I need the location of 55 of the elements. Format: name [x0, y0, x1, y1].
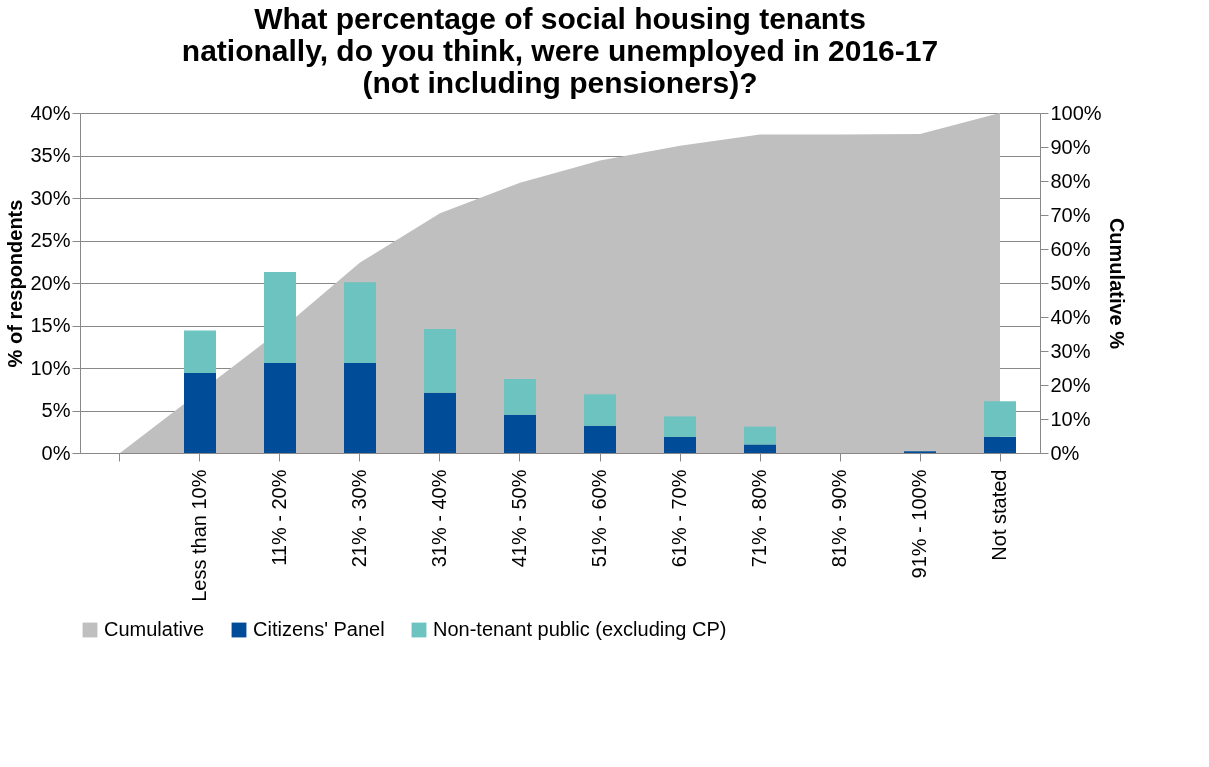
bar — [184, 330, 216, 374]
y2-tick-label: 10% — [1050, 407, 1091, 430]
bar — [744, 444, 776, 453]
legend-label: Citizens' Panel — [253, 618, 385, 640]
legend-label: Cumulative — [104, 618, 205, 640]
bar — [344, 282, 376, 363]
y-tick-label: 30% — [30, 186, 71, 209]
bar — [424, 328, 456, 393]
y-tick-label: 15% — [30, 314, 71, 336]
y2-tick-label: 30% — [1050, 339, 1091, 362]
legend-label: Non-tenant public (excluding CP) — [433, 618, 727, 640]
bar — [664, 416, 696, 437]
y2-tick-label: 70% — [1050, 203, 1091, 226]
y2-tick-label: 90% — [1050, 135, 1091, 158]
bar — [264, 271, 296, 363]
x-tick-label: 81% - 90% — [828, 469, 850, 568]
bar — [744, 426, 776, 445]
x-tick-label: 41% - 50% — [508, 469, 530, 568]
y2-axis-title: Cumulative % — [1105, 217, 1128, 350]
y2-tick-label: 100% — [1050, 101, 1102, 124]
bar — [664, 436, 696, 453]
y2-tick-label: 20% — [1050, 373, 1091, 396]
chart-title: What percentage of social housing tenants nationally, do you think, were unemployed in 2016-17 (not including pensioners)? — [181, 2, 939, 99]
y-tick-label: 40% — [30, 101, 71, 124]
y-tick-label: 20% — [30, 271, 71, 294]
bar — [584, 394, 616, 426]
bar — [504, 414, 536, 453]
y-axis-title: % of respondents — [4, 199, 27, 368]
x-tick-label: 51% - 60% — [588, 469, 610, 568]
x-tick-label: 21% - 30% — [348, 469, 370, 568]
y2-tick-label: 0% — [1050, 441, 1080, 464]
y2-tick-label: 60% — [1050, 237, 1091, 260]
y2-tick-label: 40% — [1050, 305, 1091, 328]
bar — [504, 379, 536, 415]
y2-tick-label: 80% — [1050, 169, 1091, 192]
x-tick-label: 71% - 80% — [748, 469, 770, 568]
x-tick-label: Not stated — [988, 469, 1010, 561]
y-tick-label: 5% — [41, 399, 71, 421]
y-tick-label: 35% — [30, 144, 71, 166]
y-tick-label: 10% — [30, 356, 71, 379]
bar — [584, 425, 616, 453]
bar — [424, 392, 456, 453]
x-tick-label: 11% - 20% — [268, 469, 290, 566]
bar — [184, 373, 216, 453]
x-tick-label: 31% - 40% — [428, 469, 450, 568]
x-tick-label: Less than 10% — [188, 469, 210, 602]
y2-tick-label: 50% — [1050, 271, 1091, 294]
x-tick-label: 91% - 100% — [908, 469, 930, 579]
x-tick-label: 61% - 70% — [668, 469, 690, 568]
y-tick-label: 25% — [30, 229, 71, 251]
bar — [344, 362, 376, 453]
bar — [984, 401, 1016, 437]
bar — [264, 362, 296, 453]
y-tick-label: 0% — [41, 441, 71, 464]
bar — [984, 436, 1016, 453]
